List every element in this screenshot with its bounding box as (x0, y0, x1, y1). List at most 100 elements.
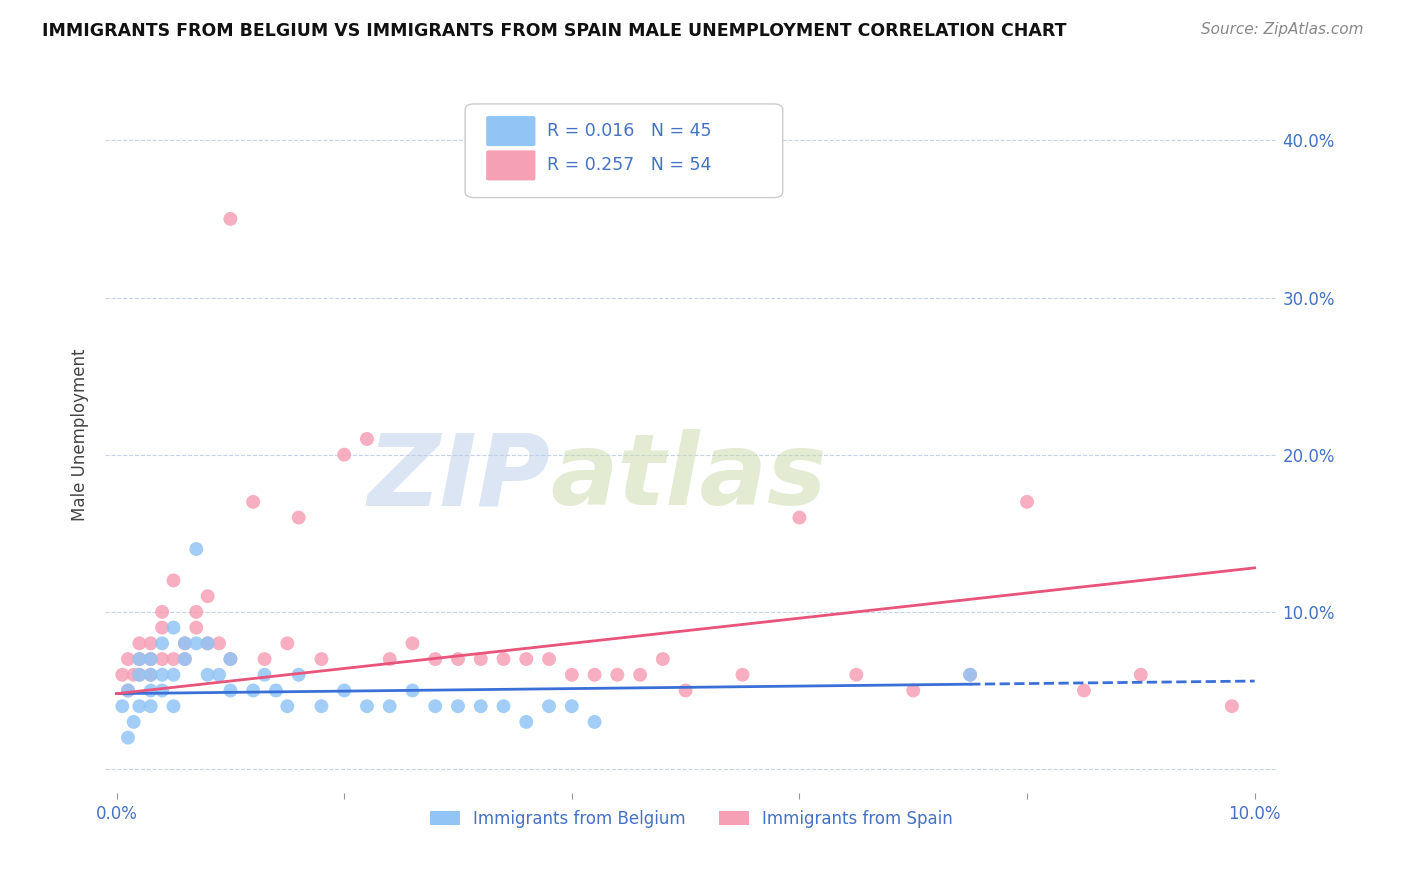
Point (264, 683, 287, 698)
Point (378, 699, 401, 714)
Point (959, 667, 981, 681)
Point (492, 652, 515, 666)
Point (219, 683, 242, 698)
Text: atlas: atlas (551, 429, 827, 526)
Point (845, 667, 868, 681)
Point (150, 605, 173, 619)
Point (583, 667, 606, 681)
Point (128, 699, 150, 714)
Text: Source: ZipAtlas.com: Source: ZipAtlas.com (1201, 22, 1364, 37)
Point (162, 652, 184, 666)
Point (515, 714, 537, 729)
Point (253, 667, 276, 681)
Point (186, 541, 208, 556)
Point (208, 667, 231, 681)
Point (219, 211, 242, 226)
Point (128, 667, 150, 681)
Legend: Immigrants from Belgium, Immigrants from Spain: Immigrants from Belgium, Immigrants from… (423, 803, 960, 834)
Y-axis label: Male Unemployment: Male Unemployment (72, 349, 89, 521)
Point (606, 667, 628, 681)
Point (242, 683, 264, 698)
Point (111, 699, 134, 714)
Point (197, 636, 219, 650)
Point (117, 731, 139, 745)
Point (583, 714, 606, 729)
Point (139, 699, 162, 714)
Point (333, 683, 356, 698)
Point (425, 652, 447, 666)
Point (122, 667, 145, 681)
Point (173, 652, 195, 666)
Text: R = 0.257   N = 54: R = 0.257 N = 54 (547, 156, 711, 175)
Point (959, 667, 981, 681)
Point (1015, 495, 1038, 509)
Point (162, 667, 184, 681)
Point (197, 636, 219, 650)
Point (150, 683, 173, 698)
Point (150, 652, 173, 666)
Point (447, 699, 470, 714)
Point (173, 652, 195, 666)
Point (139, 667, 162, 681)
Point (253, 652, 276, 666)
Point (150, 667, 173, 681)
Point (197, 589, 219, 603)
Point (561, 667, 583, 681)
Point (789, 510, 811, 524)
Point (122, 714, 145, 729)
Point (561, 699, 583, 714)
Point (128, 667, 150, 681)
Point (117, 683, 139, 698)
Point (139, 667, 162, 681)
Point (470, 652, 492, 666)
FancyBboxPatch shape (486, 116, 536, 146)
Point (219, 652, 242, 666)
Point (538, 652, 561, 666)
Point (287, 510, 309, 524)
Point (492, 699, 515, 714)
Point (276, 699, 298, 714)
Point (470, 699, 492, 714)
Point (208, 636, 231, 650)
Text: IMMIGRANTS FROM BELGIUM VS IMMIGRANTS FROM SPAIN MALE UNEMPLOYMENT CORRELATION C: IMMIGRANTS FROM BELGIUM VS IMMIGRANTS FR… (42, 22, 1067, 40)
Point (186, 605, 208, 619)
Point (401, 636, 423, 650)
Point (287, 667, 309, 681)
Point (139, 636, 162, 650)
Point (162, 699, 184, 714)
Point (401, 683, 423, 698)
Point (425, 699, 447, 714)
Point (173, 636, 195, 650)
Point (186, 621, 208, 635)
Point (139, 683, 162, 698)
Point (651, 652, 673, 666)
Point (1073, 683, 1095, 698)
Point (903, 683, 925, 698)
Point (538, 699, 561, 714)
Point (173, 636, 195, 650)
Point (197, 667, 219, 681)
Point (150, 636, 173, 650)
Point (117, 683, 139, 698)
Point (447, 652, 470, 666)
Point (356, 699, 378, 714)
Point (356, 432, 378, 446)
Point (515, 652, 537, 666)
Point (311, 652, 333, 666)
Text: ZIP: ZIP (367, 429, 551, 526)
Point (162, 574, 184, 588)
Point (128, 652, 150, 666)
FancyBboxPatch shape (486, 151, 536, 180)
Point (162, 621, 184, 635)
Point (219, 652, 242, 666)
Point (128, 652, 150, 666)
Point (242, 495, 264, 509)
Point (128, 636, 150, 650)
Point (731, 667, 754, 681)
Text: R = 0.016   N = 45: R = 0.016 N = 45 (547, 122, 711, 140)
Point (311, 699, 333, 714)
Point (117, 652, 139, 666)
FancyBboxPatch shape (465, 103, 783, 198)
Point (1129, 667, 1152, 681)
Point (111, 667, 134, 681)
